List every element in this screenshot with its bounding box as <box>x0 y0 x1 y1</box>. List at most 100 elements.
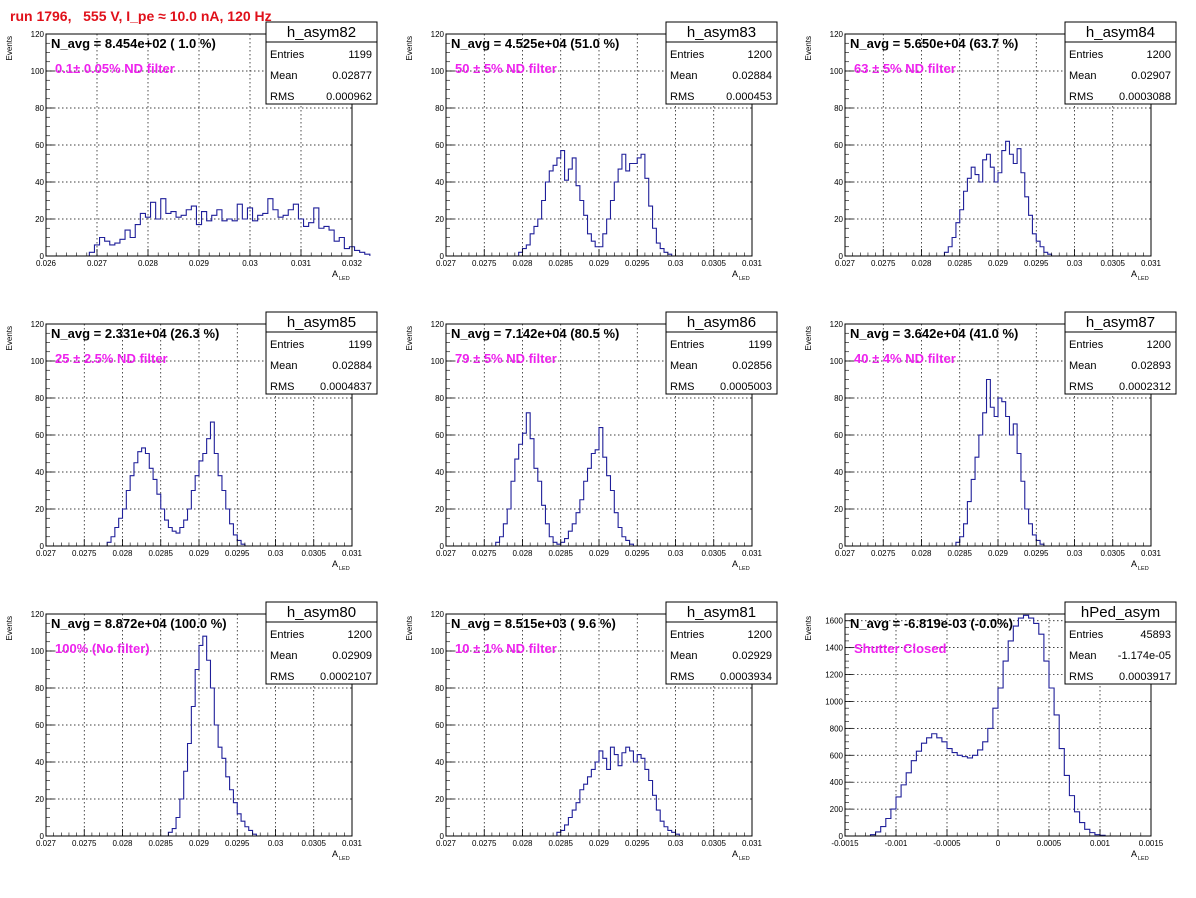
x-tick-label: 0.0285 <box>149 839 174 848</box>
stats-value-mean: 0.02909 <box>332 650 372 662</box>
y-tick-label: 60 <box>435 431 444 440</box>
x-tick-label: 0.03 <box>1067 549 1083 558</box>
y-tick-label: 60 <box>35 141 44 150</box>
stats-label-entries: Entries <box>270 49 305 61</box>
y-axis-label: Events <box>405 36 414 60</box>
histogram-svg-h_asym82: 0.026 0.027 0.028 0.029 0.03 0.031 0.032 0 20 40 6… <box>5 21 378 282</box>
histogram-panel-h_asym84: 0.027 0.0275 0.028 0.0285 0.029 0.0295 0.03 0.0… <box>799 21 1196 318</box>
y-tick-label: 100 <box>431 647 445 656</box>
stats-value-rms: 0.0005003 <box>720 381 772 393</box>
x-axis-label: A <box>332 559 338 569</box>
y-tick-label: 120 <box>31 320 45 329</box>
stats-value-rms: 0.0004837 <box>320 381 372 393</box>
x-axis-label: A <box>732 849 738 859</box>
stats-label-mean: Mean <box>670 360 698 372</box>
histogram-panel-h_asym85: 0.027 0.0275 0.028 0.0285 0.029 0.0295 0.03 0.0… <box>0 311 398 608</box>
x-tick-label: 0.027 <box>36 839 57 848</box>
x-tick-label: 0.028 <box>512 549 533 558</box>
stats-box-title: h_asym80 <box>287 604 356 621</box>
filter-annotation: 40 ± 4% ND filter <box>854 351 956 366</box>
x-tick-label: 0.031 <box>742 549 763 558</box>
histogram-svg-h_asym83: 0.027 0.0275 0.028 0.0285 0.029 0.0295 0.03 0.0… <box>405 21 778 282</box>
x-tick-label: 0.031 <box>291 259 312 268</box>
stats-value-entries: 1200 <box>348 629 372 641</box>
stats-label-rms: RMS <box>1069 91 1093 103</box>
y-tick-label: 100 <box>830 67 844 76</box>
stats-box-title: hPed_asym <box>1081 604 1160 621</box>
y-tick-label: 0 <box>40 542 45 551</box>
filter-annotation: 79 ± 5% ND filter <box>455 351 557 366</box>
x-tick-label: 0.03 <box>668 839 684 848</box>
x-tick-label: 0.029 <box>988 549 1009 558</box>
x-tick-label: 0.03 <box>668 259 684 268</box>
stats-value-mean: 0.02907 <box>1131 70 1171 82</box>
navg-annotation: N_avg = -6.819e-03 (-0.0%) <box>850 616 1013 631</box>
y-tick-label: 120 <box>31 30 45 39</box>
stats-box <box>1064 311 1177 395</box>
y-tick-label: 0 <box>839 542 844 551</box>
y-tick-label: 40 <box>834 468 843 477</box>
x-tick-label: 0.027 <box>835 259 856 268</box>
stats-value-entries: 1199 <box>748 339 772 351</box>
stats-label-mean: Mean <box>270 360 298 372</box>
y-tick-label: 20 <box>834 215 843 224</box>
x-axis-label-subscript: LED <box>739 856 750 862</box>
x-tick-label: 0.027 <box>436 549 457 558</box>
x-axis-label-subscript: LED <box>739 566 750 572</box>
x-tick-label: 0.028 <box>911 549 932 558</box>
stats-label-rms: RMS <box>670 381 694 393</box>
navg-annotation: N_avg = 7.142e+04 (80.5 %) <box>451 326 619 341</box>
x-tick-label: 0.0295 <box>625 839 650 848</box>
x-axis-label: A <box>1131 559 1137 569</box>
y-axis-label: Events <box>5 616 14 640</box>
y-tick-label: 400 <box>830 778 844 787</box>
x-tick-label: 0.0295 <box>225 549 250 558</box>
y-tick-label: 0 <box>839 832 844 841</box>
y-axis-label: Events <box>804 36 813 60</box>
y-tick-label: 100 <box>31 647 45 656</box>
stats-value-mean: 0.02877 <box>332 70 372 82</box>
y-tick-label: 0 <box>40 252 45 261</box>
histogram-line <box>556 746 680 836</box>
stats-value-rms: 0.0002312 <box>1119 381 1171 393</box>
y-tick-label: 100 <box>431 67 445 76</box>
x-tick-label: 0.0295 <box>225 839 250 848</box>
x-tick-label: 0.027 <box>436 259 457 268</box>
histogram-panel-h_asym86: 0.027 0.0275 0.028 0.0285 0.029 0.0295 0.03 0.0… <box>400 311 798 608</box>
y-tick-label: 20 <box>35 215 44 224</box>
y-tick-label: 60 <box>35 721 44 730</box>
stats-label-rms: RMS <box>1069 671 1093 683</box>
stats-box <box>1064 601 1177 685</box>
y-axis-label: Events <box>5 326 14 350</box>
y-tick-label: 1200 <box>825 671 843 680</box>
y-tick-label: 800 <box>830 724 844 733</box>
x-tick-label: 0.028 <box>512 259 533 268</box>
y-tick-label: 80 <box>35 104 44 113</box>
stats-label-mean: Mean <box>270 70 298 82</box>
x-tick-label: 0.026 <box>36 259 57 268</box>
y-tick-label: 20 <box>435 795 444 804</box>
x-tick-label: 0.027 <box>835 549 856 558</box>
y-tick-label: 0 <box>440 252 445 261</box>
x-tick-label: 0.028 <box>512 839 533 848</box>
y-tick-label: 80 <box>435 394 444 403</box>
x-tick-label: 0.027 <box>36 549 57 558</box>
y-tick-label: 80 <box>435 104 444 113</box>
x-tick-label: 0.029 <box>189 839 210 848</box>
stats-label-mean: Mean <box>270 650 298 662</box>
stats-value-mean: 0.02856 <box>732 360 772 372</box>
x-tick-label: 0.027 <box>436 839 457 848</box>
y-tick-label: 20 <box>35 505 44 514</box>
x-tick-label: 0.029 <box>589 549 610 558</box>
y-tick-label: 40 <box>435 468 444 477</box>
x-tick-label: 0.0295 <box>1024 549 1049 558</box>
x-tick-label: 0.0275 <box>871 549 896 558</box>
y-tick-label: 80 <box>834 104 843 113</box>
histogram-line <box>955 378 1045 546</box>
histogram-panel-h_asym87: 0.027 0.0275 0.028 0.0285 0.029 0.0295 0.03 0.0… <box>799 311 1196 608</box>
navg-annotation: N_avg = 8.515e+03 ( 9.6 %) <box>451 616 616 631</box>
stats-box-title: h_asym85 <box>287 314 356 331</box>
y-tick-label: 0 <box>440 542 445 551</box>
x-tick-label: 0.0305 <box>302 839 327 848</box>
x-tick-label: 0.031 <box>342 839 363 848</box>
